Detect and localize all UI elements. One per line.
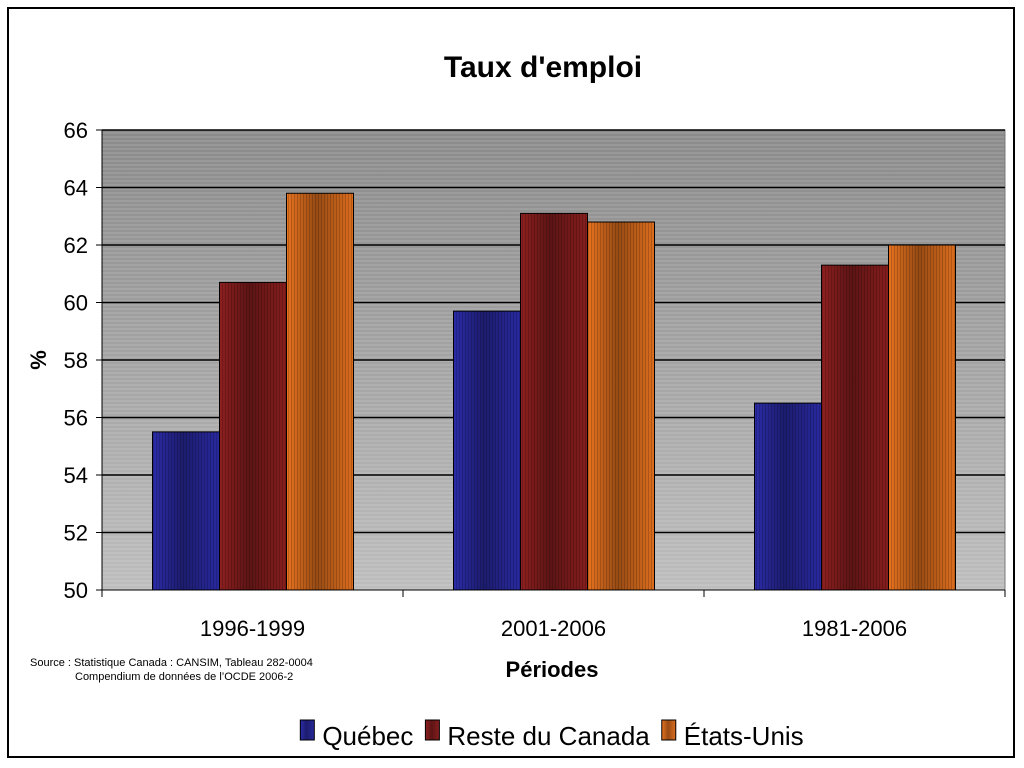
legend-swatch-shade (300, 720, 315, 740)
y-tick-label: 56 (64, 406, 88, 431)
legend-item: Reste du Canada (424, 719, 650, 751)
source-note-line1: Source : Statistique Canada : CANSIM, Ta… (30, 657, 313, 669)
bar-texture (821, 265, 889, 590)
bars (152, 192, 956, 591)
source-note: Source : Statistique Canada : CANSIM, Ta… (30, 656, 313, 684)
bar-texture (754, 403, 822, 590)
chart-title: Taux d'emploi (444, 51, 642, 84)
bar (453, 310, 521, 591)
bar-texture (587, 222, 655, 590)
source-note-line2: Compendium de données de l’OCDE 2006-2 (75, 671, 294, 683)
bar-texture (453, 311, 521, 590)
y-tick-label: 50 (64, 578, 88, 603)
bar (821, 264, 889, 591)
bar (754, 402, 822, 591)
axes (96, 129, 1006, 597)
y-tick-label: 62 (64, 233, 88, 258)
y-tick-labels: 50 52 54 56 58 60 62 64 66 (64, 118, 88, 603)
y-tick-label: 60 (64, 291, 88, 316)
bar (520, 212, 588, 591)
bar (888, 244, 956, 591)
y-tick-label: 52 (64, 521, 88, 546)
bar (152, 431, 220, 591)
y-tick-label: 54 (64, 463, 88, 488)
bar-texture (520, 213, 588, 590)
x-tick-label: 2001-2006 (501, 616, 606, 641)
bar (286, 192, 354, 591)
bar (587, 221, 655, 591)
legend-item: Québec (299, 719, 413, 751)
x-axis-title: Périodes (506, 657, 599, 682)
x-tick-labels: 1996-1999 2001-2006 1981-2006 (200, 616, 907, 641)
bar-texture (152, 431, 220, 590)
y-tick-label: 58 (64, 348, 88, 373)
bar-texture (219, 282, 287, 590)
legend-label: États-Unis (684, 721, 804, 751)
bar (219, 281, 287, 591)
legend-label: Reste du Canada (447, 721, 650, 751)
bar-texture (888, 245, 956, 590)
legend-item: États-Unis (661, 719, 804, 751)
legend-label: Québec (322, 721, 413, 751)
legend-swatch-shade (661, 720, 676, 740)
y-axis-title: % (26, 350, 51, 370)
legend-swatch-shade (425, 720, 440, 740)
y-tick-label: 66 (64, 118, 88, 143)
legend: Québec Reste du Canada États-Unis (299, 719, 804, 751)
bar-texture (286, 193, 354, 590)
y-tick-label: 64 (64, 176, 88, 201)
x-tick-label: 1996-1999 (200, 616, 305, 641)
x-tick-label: 1981-2006 (802, 616, 907, 641)
